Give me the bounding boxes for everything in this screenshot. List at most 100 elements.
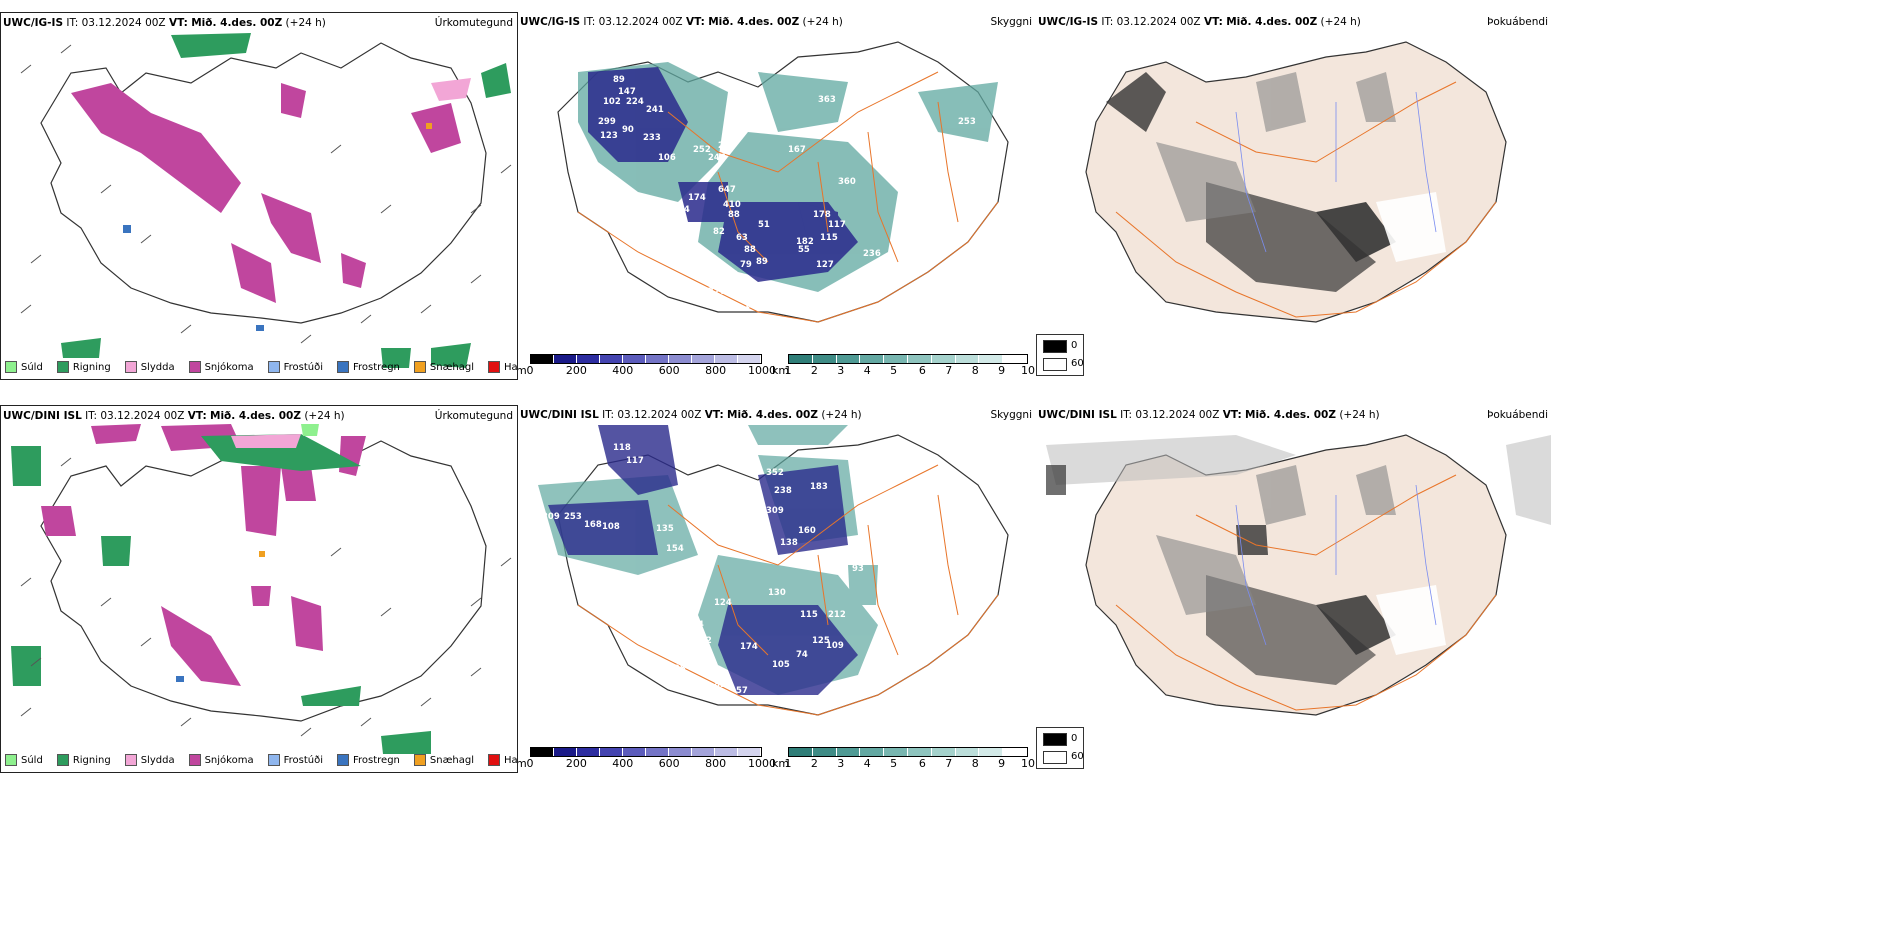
- svg-text:127: 127: [816, 260, 834, 270]
- svg-text:136: 136: [868, 275, 886, 285]
- panel-title: UWC/IG-IS IT: 03.12.2024 00Z VT: Mið. 4.…: [1038, 16, 1361, 28]
- cloud-height-colorbar: km 1 2 3 4 5 6 7 8 9 10: [772, 747, 1035, 770]
- legend-item-slydda: Slydda: [124, 754, 175, 766]
- svg-text:246: 246: [708, 153, 726, 163]
- cloud-map-graphic: 525 118 117 352 238 183 209 253 168 108 …: [538, 416, 1009, 716]
- svg-text:124: 124: [714, 598, 732, 608]
- svg-text:238: 238: [774, 486, 792, 496]
- legend-item-frostudi: Frostúði: [267, 754, 323, 766]
- svg-text:299: 299: [598, 117, 616, 127]
- svg-text:90: 90: [622, 125, 634, 135]
- svg-text:151: 151: [690, 650, 708, 660]
- svg-text:167: 167: [788, 145, 806, 155]
- precip-type-map-dini: UWC/DINI ISL IT: 03.12.2024 00Z VT: Mið.…: [0, 405, 518, 773]
- svg-text:216: 216: [718, 141, 736, 151]
- svg-text:138: 138: [780, 538, 798, 548]
- precip-legend: Súld Rigning Slydda Snjókoma Frostúði Fr…: [5, 361, 517, 373]
- svg-text:115: 115: [820, 233, 838, 243]
- fog-title: Þokuábendi: [1487, 16, 1548, 28]
- svg-text:68: 68: [764, 317, 776, 327]
- precip-type-map-igis: UWC/IG-IS IT: 03.12.2024 00Z VT: Mið. 4.…: [0, 12, 518, 380]
- svg-text:117: 117: [626, 456, 644, 466]
- fog-title: Þokuábendi: [1487, 409, 1548, 421]
- svg-text:89: 89: [756, 257, 768, 267]
- svg-text:147: 147: [618, 87, 636, 97]
- svg-text:51: 51: [758, 220, 770, 230]
- svg-text:135: 135: [656, 524, 674, 534]
- legend-item-suld: Súld: [5, 361, 43, 373]
- svg-text:115: 115: [800, 610, 818, 620]
- svg-text:89: 89: [613, 75, 625, 85]
- svg-text:79: 79: [740, 260, 752, 270]
- svg-text:102: 102: [744, 301, 762, 311]
- legend-item-frostregn: Frostregn: [337, 361, 400, 373]
- svg-text:88: 88: [728, 210, 740, 220]
- svg-text:62: 62: [732, 706, 744, 716]
- svg-text:118: 118: [613, 443, 631, 453]
- panel-title: UWC/DINI ISL IT: 03.12.2024 00Z VT: Mið.…: [1038, 409, 1380, 421]
- svg-text:292: 292: [694, 636, 712, 646]
- svg-text:183: 183: [810, 482, 828, 492]
- cloud-map-graphic: 89 102 147 224 241 299 90 123 233 252 21…: [557, 41, 1009, 327]
- svg-text:125: 125: [812, 636, 830, 646]
- svg-text:212: 212: [828, 610, 846, 620]
- panel-title: UWC/DINI ISL IT: 03.12.2024 00Z VT: Mið.…: [520, 409, 862, 421]
- svg-text:63: 63: [736, 233, 748, 243]
- svg-text:69: 69: [741, 283, 753, 293]
- svg-text:282: 282: [696, 666, 714, 676]
- svg-text:134: 134: [686, 620, 704, 630]
- legend-item-snjokoma: Snjókoma: [188, 361, 254, 373]
- legend-item-frostregn: Frostregn: [337, 754, 400, 766]
- svg-text:252: 252: [693, 145, 711, 155]
- svg-text:224: 224: [626, 97, 644, 107]
- svg-text:209: 209: [542, 512, 560, 522]
- svg-text:253: 253: [958, 117, 976, 127]
- svg-text:62: 62: [714, 696, 726, 706]
- svg-text:82: 82: [713, 227, 725, 237]
- svg-text:74: 74: [678, 205, 690, 215]
- svg-text:105: 105: [772, 660, 790, 670]
- svg-text:65: 65: [746, 317, 758, 327]
- svg-text:123: 123: [600, 131, 618, 141]
- svg-text:168: 168: [584, 520, 602, 530]
- svg-text:89: 89: [714, 680, 726, 690]
- panel-title: UWC/IG-IS IT: 03.12.2024 00Z VT: Mið. 4.…: [3, 17, 326, 29]
- svg-text:363: 363: [818, 95, 836, 105]
- legend-item-haglel: Haglél: [488, 754, 517, 766]
- svg-text:178: 178: [813, 210, 831, 220]
- svg-text:253: 253: [564, 512, 582, 522]
- legend-item-snjokoma: Snjókoma: [188, 754, 254, 766]
- svg-text:360: 360: [838, 177, 856, 187]
- svg-text:109: 109: [826, 641, 844, 651]
- svg-text:105: 105: [706, 267, 724, 277]
- svg-text:233: 233: [643, 133, 661, 143]
- svg-text:410: 410: [723, 200, 741, 210]
- precip-map-graphic: [20, 33, 512, 368]
- svg-text:777: 777: [708, 287, 726, 297]
- fog-legend: 0 60: [1036, 334, 1084, 376]
- legend-item-frostudi: Frostúði: [267, 361, 323, 373]
- svg-text:108: 108: [602, 522, 620, 532]
- fog-legend: 0 60: [1036, 727, 1084, 769]
- svg-text:102: 102: [603, 97, 621, 107]
- cloud-visibility-map-igis: 89 102 147 224 241 299 90 123 233 252 21…: [518, 12, 1036, 380]
- svg-text:174: 174: [688, 193, 706, 203]
- legend-item-rigning: Rigning: [56, 361, 111, 373]
- svg-text:117: 117: [828, 220, 846, 230]
- precip-map-graphic: [11, 424, 512, 754]
- fog-map-graphic: [1085, 41, 1507, 323]
- svg-text:88: 88: [744, 245, 756, 255]
- cloud-title: Skyggni: [990, 409, 1033, 421]
- svg-text:154: 154: [666, 544, 684, 554]
- panel-title: UWC/IG-IS IT: 03.12.2024 00Z VT: Mið. 4.…: [520, 16, 843, 28]
- legend-item-snaehagl: Snæhagl: [413, 754, 474, 766]
- svg-text:182: 182: [796, 237, 814, 247]
- svg-text:525: 525: [740, 416, 758, 426]
- legend-item-rigning: Rigning: [56, 754, 111, 766]
- svg-text:236: 236: [863, 249, 881, 259]
- svg-text:110: 110: [694, 273, 712, 283]
- svg-text:60: 60: [603, 193, 615, 203]
- precip-type-title: Úrkomutegund: [434, 410, 513, 422]
- cloud-title: Skyggni: [990, 16, 1033, 28]
- svg-text:104: 104: [764, 291, 782, 301]
